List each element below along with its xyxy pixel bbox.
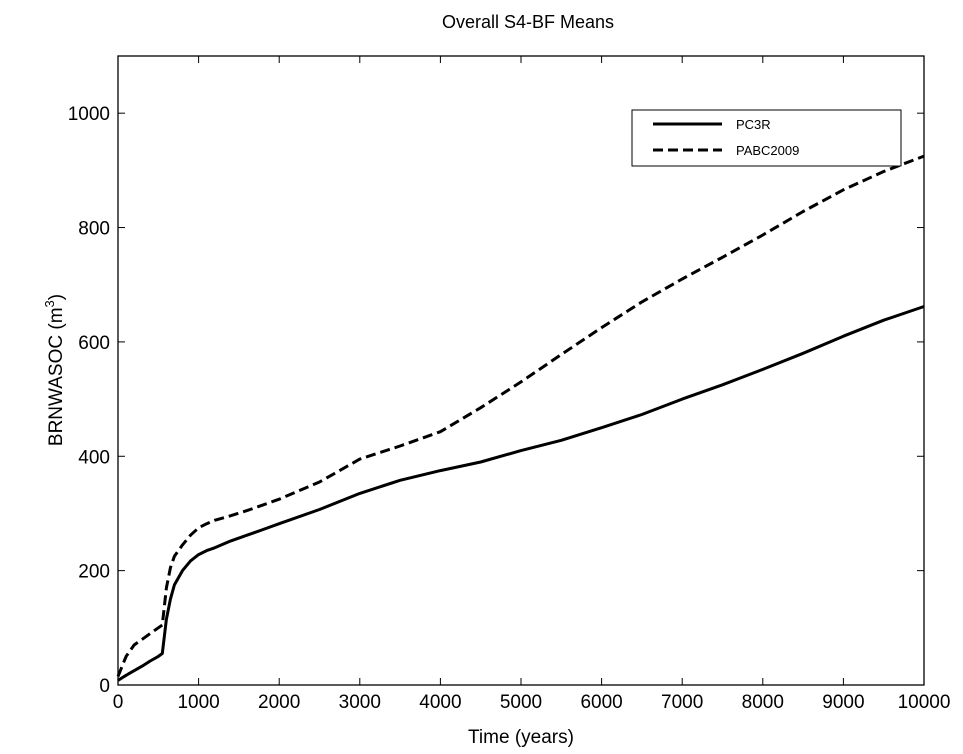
- y-axis-title-main: BRNWASOC (m: [46, 307, 67, 446]
- series-line-pc3r: [117, 305, 925, 682]
- x-axis-title: Time (years): [468, 727, 574, 748]
- x-axis-ticks: 0 1000 2000 3000 4000 5000 6000 7000 8000 9000 100…: [113, 56, 951, 713]
- x-tick-label: 10000: [898, 692, 951, 713]
- x-tick-label: 0: [113, 692, 124, 713]
- x-tick-label: 3000: [339, 692, 381, 713]
- x-tick-label: 2000: [258, 692, 300, 713]
- y-axis-title: BRNWASOC (m3): [42, 294, 67, 446]
- x-tick-label: 7000: [661, 692, 703, 713]
- y-tick-label: 400: [78, 447, 110, 468]
- y-tick-label: 800: [78, 219, 110, 240]
- y-axis-ticks: 0 200 400 600 800 1000: [68, 104, 924, 697]
- x-tick-label: 8000: [742, 692, 784, 713]
- x-tick-label: 1000: [177, 692, 219, 713]
- series-layer: [116, 154, 925, 682]
- chart-title: Overall S4-BF Means: [442, 12, 614, 32]
- y-tick-label: 600: [78, 333, 110, 354]
- y-axis-title-close: ): [46, 294, 67, 300]
- legend-label-pabc2009: PABC2009: [736, 143, 799, 158]
- y-axis-title-superscript: 3: [42, 300, 57, 307]
- series-line-pabc2009: [116, 154, 925, 677]
- x-tick-label: 5000: [500, 692, 542, 713]
- x-tick-label: 6000: [580, 692, 622, 713]
- x-tick-label: 4000: [419, 692, 461, 713]
- y-tick-label: 0: [99, 676, 110, 697]
- legend-label-pc3r: PC3R: [736, 117, 771, 132]
- legend: PC3R PABC2009: [631, 109, 902, 167]
- x-tick-label: 9000: [822, 692, 864, 713]
- y-tick-label: 200: [78, 562, 110, 583]
- legend-box: [631, 109, 902, 167]
- y-tick-label: 1000: [68, 104, 110, 125]
